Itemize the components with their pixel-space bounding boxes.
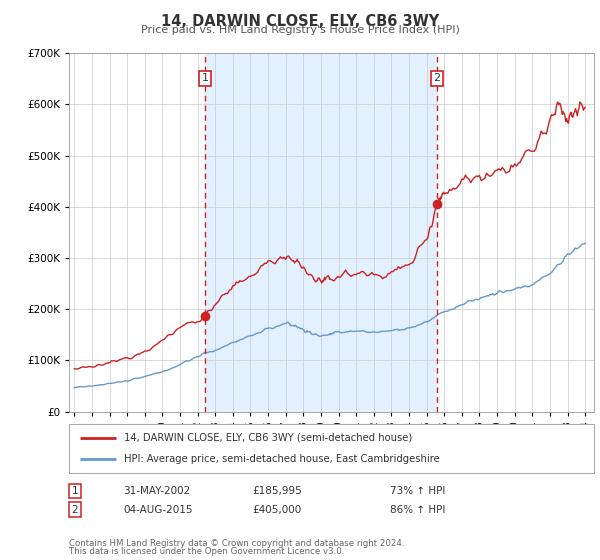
Text: 73% ↑ HPI: 73% ↑ HPI bbox=[390, 486, 445, 496]
Text: Contains HM Land Registry data © Crown copyright and database right 2024.: Contains HM Land Registry data © Crown c… bbox=[69, 539, 404, 548]
Text: 1: 1 bbox=[71, 486, 79, 496]
Text: 14, DARWIN CLOSE, ELY, CB6 3WY (semi-detached house): 14, DARWIN CLOSE, ELY, CB6 3WY (semi-det… bbox=[124, 433, 412, 443]
Text: 86% ↑ HPI: 86% ↑ HPI bbox=[390, 505, 445, 515]
FancyBboxPatch shape bbox=[69, 424, 594, 473]
Text: £405,000: £405,000 bbox=[252, 505, 301, 515]
Bar bbox=[205, 53, 437, 412]
Text: 04-AUG-2015: 04-AUG-2015 bbox=[123, 505, 193, 515]
Text: HPI: Average price, semi-detached house, East Cambridgeshire: HPI: Average price, semi-detached house,… bbox=[124, 454, 440, 464]
Text: 31-MAY-2002: 31-MAY-2002 bbox=[123, 486, 190, 496]
Text: 2: 2 bbox=[71, 505, 79, 515]
Text: Price paid vs. HM Land Registry's House Price Index (HPI): Price paid vs. HM Land Registry's House … bbox=[140, 25, 460, 35]
Text: 2: 2 bbox=[433, 73, 440, 83]
Text: 14, DARWIN CLOSE, ELY, CB6 3WY: 14, DARWIN CLOSE, ELY, CB6 3WY bbox=[161, 14, 439, 29]
Text: This data is licensed under the Open Government Licence v3.0.: This data is licensed under the Open Gov… bbox=[69, 547, 344, 556]
Text: 1: 1 bbox=[202, 73, 209, 83]
Text: £185,995: £185,995 bbox=[252, 486, 302, 496]
